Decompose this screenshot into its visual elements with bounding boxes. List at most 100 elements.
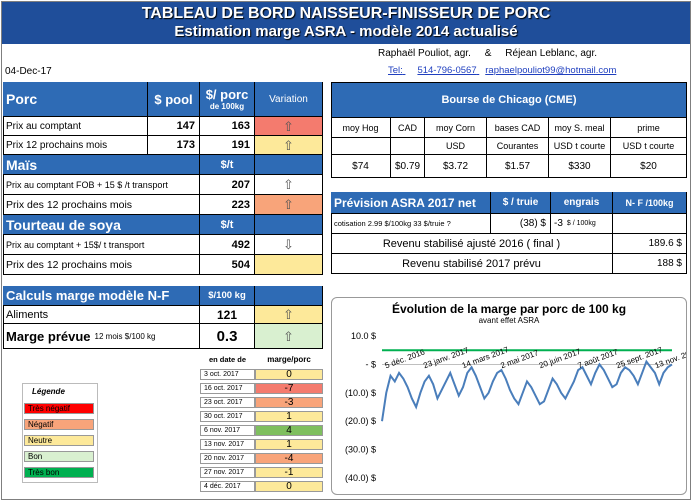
porc-row-price: 163 (200, 117, 255, 136)
mais-row-label: Prix au comptant FOB + 15 $ /t transport (3, 175, 200, 195)
cme-col-unit: USD t courte (549, 138, 611, 155)
soya-col-price: $/t (200, 215, 255, 235)
arrow-up-icon: ⇧ (283, 118, 294, 134)
cme-col-unit: USD t courte (611, 138, 687, 155)
chart-ytick-label: (10.0) $ (345, 388, 376, 398)
asra-row-value: 189.6 $ (613, 234, 687, 254)
aliments-variation: ⇧ (255, 306, 323, 324)
mais-row-variation: ⇧ (255, 175, 323, 195)
cme-col-value: $3.72 (425, 155, 487, 178)
soya-header: Tourteau de soya (3, 215, 200, 235)
porc-row-label: Prix au comptant (3, 117, 148, 136)
history-marge-header: marge/porc (267, 355, 311, 364)
marge-prevue-value: 0.3 (200, 324, 255, 349)
asra-col-truie: $ / truie (491, 192, 551, 214)
cme-header: Bourse de Chicago (CME) (331, 82, 687, 118)
cme-col-value: $20 (611, 155, 687, 178)
soya-row-price: 504 (200, 255, 255, 275)
chart-ytick-label: 10.0 $ (351, 331, 376, 341)
legend-box (22, 383, 98, 483)
history-value: 0 (255, 369, 323, 380)
legend-item: Très bon (24, 467, 94, 478)
history-value: 4 (255, 425, 323, 436)
asra-row-value: 188 $ (613, 254, 687, 274)
porc-col-porc: $/ porc de 100kg (200, 82, 255, 117)
history-date: 16 oct. 2017 (200, 383, 255, 394)
cme-col-unit (391, 138, 425, 155)
cme-col-unit: Courantes (487, 138, 549, 155)
asra-col-nf: N- F /100kg (613, 192, 687, 214)
asra-row-label: Revenu stabilisé 2017 prévu (331, 254, 613, 274)
mais-row-label: Prix des 12 prochains mois (3, 195, 200, 215)
mais-row-variation: ⇧ (255, 195, 323, 215)
asra-cotisation-blank (613, 214, 687, 234)
marge-col: $/100 kg (200, 286, 255, 306)
contact-line[interactable]: Tel: 514-796-0567 raphaelpouliot99@hotma… (388, 65, 616, 76)
cme-col-value: $1.57 (487, 155, 549, 178)
cme-col-value: $0.79 (391, 155, 425, 178)
history-value: 1 (255, 411, 323, 422)
asra-col-engrais: engrais (551, 192, 613, 214)
legend-item: Bon (24, 451, 94, 462)
cme-col-header: bases CAD (487, 118, 549, 138)
email-link[interactable]: raphaelpouliot99@hotmail.com (485, 65, 617, 76)
porc-col-variation: Variation (255, 82, 323, 117)
cme-col-header: prime (611, 118, 687, 138)
arrow-up-icon: ⇧ (283, 137, 294, 153)
legend-item: Neutre (24, 435, 94, 446)
history-date: 20 nov. 2017 (200, 453, 255, 464)
aliments-value: 121 (200, 306, 255, 324)
history-value: 1 (255, 439, 323, 450)
history-date: 3 oct. 2017 (200, 369, 255, 380)
history-date: 30 oct. 2017 (200, 411, 255, 422)
porc-header: Porc (3, 82, 148, 117)
tel-value[interactable]: 514-796-0567 (417, 65, 477, 76)
cme-col-unit: USD (425, 138, 487, 155)
mais-row-price: 207 (200, 175, 255, 195)
history-value: 0 (255, 481, 323, 492)
cme-col-header: moy Hog (331, 118, 391, 138)
marge-header: Calculs marge modèle N-F (3, 286, 200, 306)
soya-row-label: Prix au comptant + 15$/ t transport (3, 235, 200, 255)
arrow-up-icon: ⇧ (283, 328, 294, 344)
chart-ytick-label: (40.0) $ (345, 473, 376, 483)
chart-ytick-label: (20.0) $ (345, 416, 376, 426)
history-date: 23 oct. 2017 (200, 397, 255, 408)
history-date-header: en date de (208, 355, 247, 364)
porc-row-pool: 173 (148, 136, 200, 155)
tel-label: Tel: (388, 65, 403, 76)
page-subtitle: Estimation marge ASRA - modèle 2014 actu… (174, 23, 518, 40)
soya-row-variation: ⇩ (255, 235, 323, 255)
chart-plot: 10.0 $ - $ (10.0) $ (20.0) $ (30.0) $ (40.0) … (345, 331, 686, 483)
soya-row-price: 492 (200, 235, 255, 255)
cme-col-header: moy S. meal (549, 118, 611, 138)
mais-col-price: $/t (200, 155, 255, 175)
soya-row-label: Prix des 12 prochains mois (3, 255, 200, 275)
marge-prevue-label: Marge prévue 12 mois $/100 kg (3, 324, 200, 349)
porc-row-variation: ⇧ (255, 136, 323, 155)
history-date: 4 déc. 2017 (200, 481, 255, 492)
history-value: -4 (255, 453, 323, 464)
chart-series-line (381, 359, 673, 422)
soya-row-variation (255, 255, 323, 275)
mais-col-blank (255, 155, 323, 175)
arrow-up-icon: ⇧ (283, 197, 294, 212)
chart-title: Évolution de la marge par porc de 100 kg (391, 302, 627, 316)
arrow-up-icon: ⇧ (283, 177, 294, 192)
asra-cotisation-engrais: -3 $ / 100kg (551, 214, 613, 234)
asra-cotisation-value: (38) $ (491, 214, 551, 234)
chart-ytick-label: (30.0) $ (345, 445, 376, 455)
history-date: 13 nov. 2017 (200, 439, 255, 450)
history-value: -7 (255, 383, 323, 394)
asra-row-label: Revenu stabilisé ajusté 2016 ( final ) (331, 234, 613, 254)
marge-prevue-variation: ⇧ (255, 324, 323, 349)
cme-col-header: moy Corn (425, 118, 487, 138)
porc-row-variation: ⇧ (255, 117, 323, 136)
cme-col-header: CAD (391, 118, 425, 138)
mais-header: Maïs (3, 155, 200, 175)
history-date: 6 nov. 2017 (200, 425, 255, 436)
cme-col-value: $330 (549, 155, 611, 178)
asra-header: Prévision ASRA 2017 net (331, 192, 491, 214)
authors: Raphaël Pouliot, agr. & Réjean Leblanc, … (378, 48, 598, 59)
